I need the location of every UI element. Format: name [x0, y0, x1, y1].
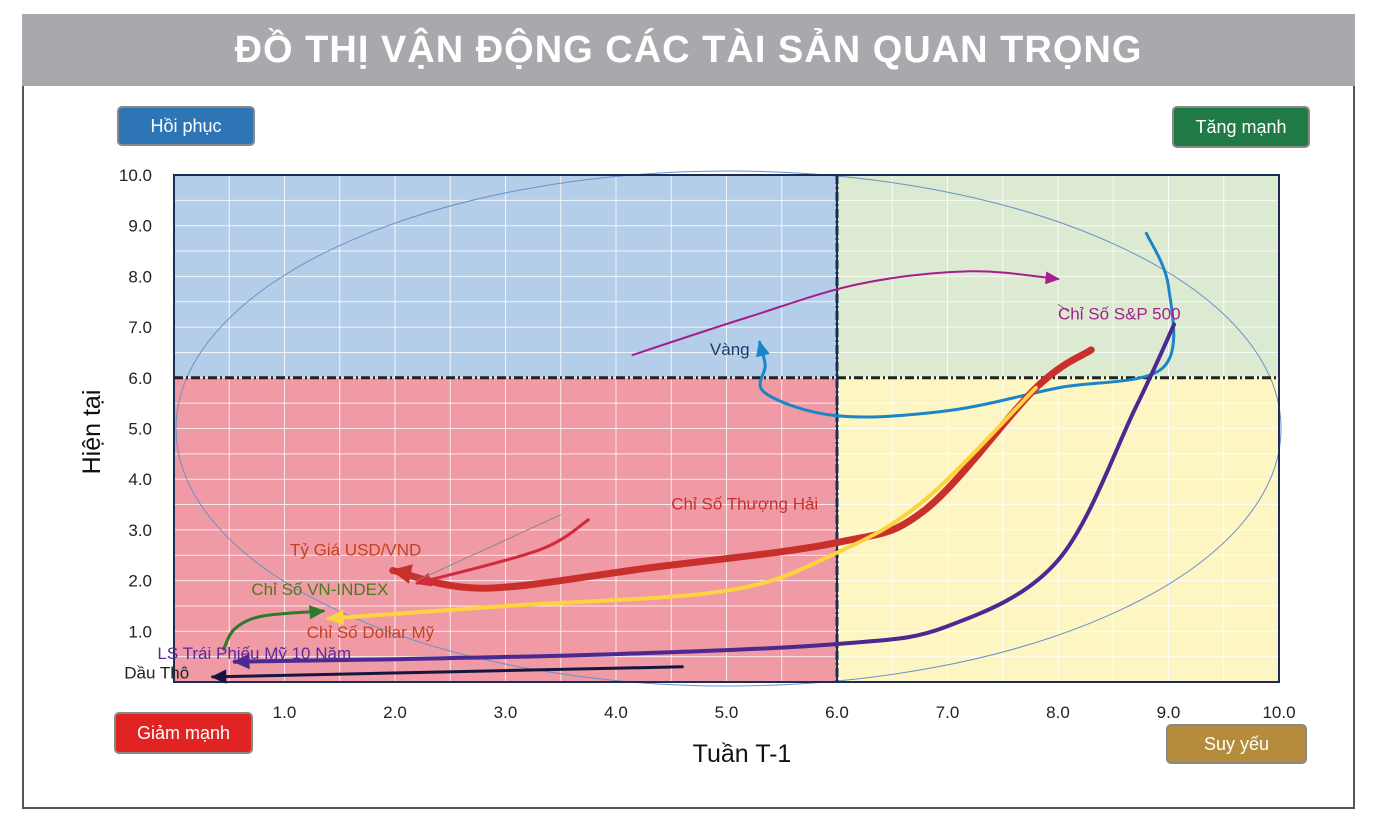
series-label: Chỉ Số Dollar Mỹ	[307, 623, 435, 642]
series-label: Chỉ Số VN-INDEX	[251, 580, 388, 599]
y-tick-label: 3.0	[128, 521, 152, 540]
x-tick-label: 8.0	[1046, 703, 1070, 722]
series-5-line	[222, 609, 325, 651]
series-6-arrowhead	[232, 653, 250, 670]
quadrant-label-recovery: Hồi phục	[150, 115, 222, 136]
quadrant-label-weak: Suy yếu	[1203, 733, 1270, 754]
quadrant-label-strong: Tăng mạnh	[1195, 116, 1287, 137]
series-0-line	[631, 270, 1059, 356]
series-label: Dầu Thô	[124, 663, 189, 682]
x-tick-label: 6.0	[825, 703, 849, 722]
cycle-ellipse	[175, 170, 1282, 687]
series-7-line	[211, 665, 684, 679]
x-tick-label: 3.0	[494, 703, 518, 722]
quadrant-badge-strong: Tăng mạnh	[1172, 106, 1310, 148]
series-4-arrowhead	[326, 609, 344, 626]
x-tick-label: 10.0	[1262, 703, 1295, 722]
y-tick-label: 6.0	[128, 369, 152, 388]
y-tick-label: 7.0	[128, 318, 152, 337]
x-axis-title: Tuần T-1	[693, 740, 792, 768]
quadrant-badge-falling: Giảm mạnh	[114, 712, 253, 754]
series-4-line	[326, 385, 1038, 621]
y-tick-label: 9.0	[128, 217, 152, 236]
series-7-arrowhead	[210, 669, 227, 684]
series-5-arrowhead	[309, 605, 326, 620]
series-label: Chỉ Số S&P 500	[1058, 304, 1181, 323]
series-3-line	[415, 518, 590, 585]
x-tick-label: 5.0	[715, 703, 739, 722]
title-bar: ĐỒ THỊ VẬN ĐỘNG CÁC TÀI SẢN QUAN TRỌNG	[22, 14, 1355, 86]
x-tick-label: 9.0	[1157, 703, 1181, 722]
x-tick-label: 1.0	[273, 703, 297, 722]
series-0-arrowhead	[1045, 271, 1060, 285]
series-label: LS Trái Phiếu Mỹ 10 Năm	[157, 644, 351, 663]
series-label: Vàng	[710, 340, 750, 359]
quadrant-badge-recovery: Hồi phục	[117, 106, 255, 146]
y-tick-label: 1.0	[128, 622, 152, 641]
x-tick-label: 2.0	[383, 703, 407, 722]
series-2-arrowhead	[390, 564, 413, 584]
quadrant-badge-weak: Suy yếu	[1166, 724, 1307, 764]
right-half-border	[836, 174, 1280, 683]
usdvnd-leader-line	[416, 514, 561, 582]
series-6-line	[232, 322, 1176, 664]
y-tick-label: 2.0	[128, 572, 152, 591]
y-tick-label: 8.0	[128, 267, 152, 286]
series-label: Tỷ Giá USD/VND	[290, 540, 421, 559]
y-tick-label: 4.0	[128, 470, 152, 489]
sp500-leader-line	[1057, 303, 1070, 313]
series-label: Chỉ Số Thượng Hải	[671, 495, 818, 514]
x-tick-label: 4.0	[604, 703, 628, 722]
page-title: ĐỒ THỊ VẬN ĐỘNG CÁC TÀI SẢN QUAN TRỌNG	[234, 28, 1143, 71]
y-tick-label: 10.0	[119, 166, 152, 185]
quadrant-label-falling: Giảm mạnh	[136, 722, 231, 743]
y-tick-label: 5.0	[128, 420, 152, 439]
series-1-arrowhead	[756, 340, 770, 358]
y-axis-title: Hiện tại	[78, 390, 106, 475]
x-tick-label: 7.0	[936, 703, 960, 722]
